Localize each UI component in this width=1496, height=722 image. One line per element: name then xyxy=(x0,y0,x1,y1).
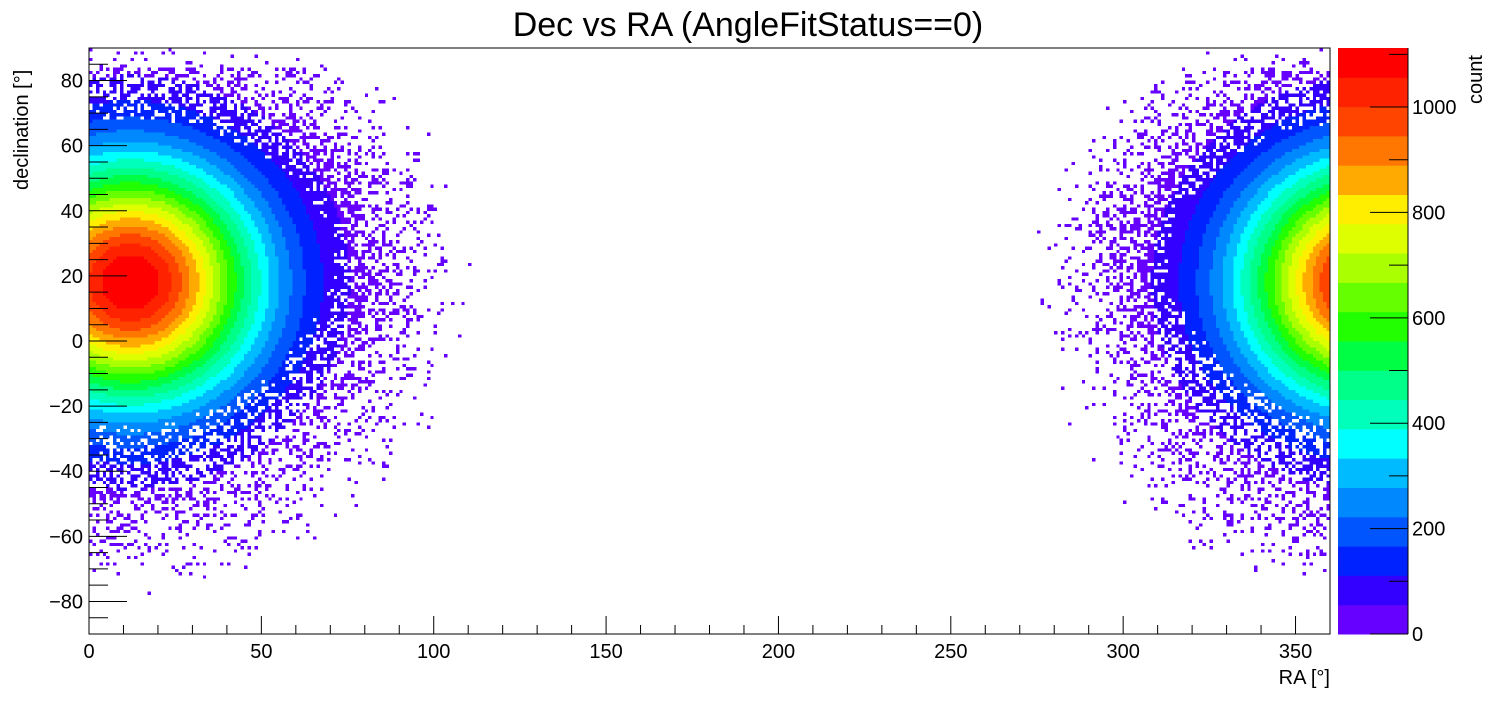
heatmap-cells xyxy=(89,48,1330,634)
z-tick-label: 1000 xyxy=(1412,97,1457,119)
x-tick-label: 250 xyxy=(934,641,967,663)
palette-box xyxy=(1338,516,1408,547)
x-tick-label: 200 xyxy=(762,641,795,663)
y-tick-label: −40 xyxy=(49,461,83,483)
x-tick-label: 50 xyxy=(250,641,272,663)
palette-box xyxy=(1338,253,1408,283)
palette-box xyxy=(1338,575,1408,606)
y-tick-label: −80 xyxy=(49,591,83,613)
palette-box xyxy=(1338,165,1408,195)
x-tick-label: 100 xyxy=(417,641,450,663)
z-tick-label: 0 xyxy=(1412,624,1423,646)
y-tick-label: 20 xyxy=(61,266,83,288)
y-axis-label: declination [°] xyxy=(11,70,33,190)
x-axis-label: RA [°] xyxy=(1279,667,1330,689)
palette-boxes xyxy=(1338,48,1408,635)
z-axis-label: count xyxy=(1465,55,1487,104)
chart-title: Dec vs RA (AngleFitStatus==0) xyxy=(513,6,984,44)
palette-box xyxy=(1338,546,1408,576)
z-tick-label: 600 xyxy=(1412,308,1445,330)
palette-box xyxy=(1338,48,1408,78)
palette-box xyxy=(1338,487,1408,518)
palette-box xyxy=(1338,77,1408,108)
palette-box xyxy=(1338,399,1408,430)
x-tick-label: 300 xyxy=(1106,641,1139,663)
palette-box xyxy=(1338,370,1408,401)
palette-box xyxy=(1338,428,1408,459)
z-tick-label: 800 xyxy=(1412,202,1445,224)
y-tick-label: 40 xyxy=(61,201,83,223)
palette-box xyxy=(1338,194,1408,225)
palette-box xyxy=(1338,458,1408,488)
y-tick-label: 60 xyxy=(61,136,83,158)
plot-area xyxy=(88,47,1331,635)
z-tick-label: 200 xyxy=(1412,519,1445,541)
x-tick-label: 150 xyxy=(589,641,622,663)
palette-box xyxy=(1338,223,1408,254)
palette-box xyxy=(1338,106,1408,137)
palette-box xyxy=(1338,341,1408,371)
z-axis: 0 200 400 600 800 1000 xyxy=(1370,48,1457,646)
palette-box xyxy=(1338,135,1408,166)
palette-box xyxy=(1338,311,1408,342)
x-tick-label: 0 xyxy=(83,641,94,663)
y-tick-label: 80 xyxy=(61,71,83,93)
palette-box xyxy=(1338,282,1408,313)
x-tick-label: 350 xyxy=(1279,641,1312,663)
y-tick-label: −60 xyxy=(49,526,83,548)
color-scale: 0 200 400 600 800 1000 count xyxy=(1338,48,1487,646)
y-tick-label: 0 xyxy=(72,331,83,353)
x-axis: 0 50 100 150 200 250 300 350 xyxy=(83,616,1331,663)
palette-box xyxy=(1338,604,1408,635)
y-tick-label: −20 xyxy=(49,396,83,418)
y-axis: −80 −60 −40 −20 0 20 40 60 80 xyxy=(49,47,127,635)
z-tick-label: 400 xyxy=(1412,413,1445,435)
